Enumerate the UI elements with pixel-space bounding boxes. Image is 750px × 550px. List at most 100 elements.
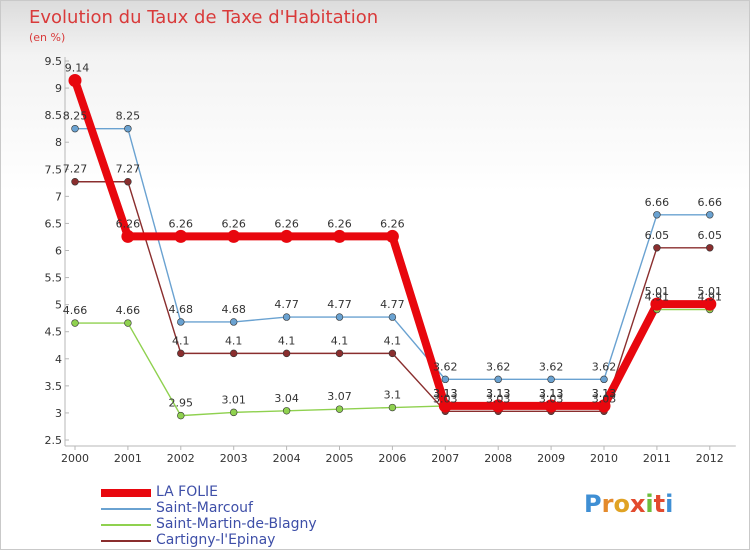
series-2-label-6: 3.1 — [384, 389, 402, 402]
series-1-point-3 — [230, 318, 238, 326]
series-0-point-1 — [121, 229, 135, 243]
series-0-label-11: 5.01 — [645, 285, 670, 298]
series-2-point-3 — [230, 408, 238, 417]
series-0-point-3 — [227, 229, 241, 243]
y-tick-label-3: 4 — [55, 353, 62, 366]
series-2-label-8: 3.13 — [486, 387, 511, 400]
series-0-label-6: 6.26 — [380, 217, 405, 230]
y-tick-label-8: 6.5 — [45, 217, 63, 230]
series-1-point-12 — [706, 211, 714, 219]
series-1-label-0: 8.25 — [63, 110, 88, 123]
series-3-label-1: 7.27 — [116, 163, 141, 176]
x-tick-label-8: 2008 — [484, 452, 512, 465]
series-1-point-0 — [71, 124, 79, 133]
brand-letter-2: o — [613, 490, 630, 518]
x-tick-label-12: 2012 — [696, 452, 724, 465]
series-2-label-3: 3.01 — [221, 393, 246, 406]
x-tick-label-10: 2010 — [590, 452, 618, 465]
y-tick-label-9: 7 — [55, 190, 62, 203]
legend-swatch-1 — [101, 508, 151, 510]
series-1-point-10 — [600, 375, 608, 384]
x-tick-label-4: 2004 — [273, 452, 301, 465]
series-3-point-1 — [124, 178, 132, 186]
legend-label-0: LA FOLIE — [156, 484, 218, 500]
series-0-label-12: 5.01 — [698, 285, 723, 298]
y-tick-label-1: 3 — [55, 407, 62, 420]
series-2-label-11: 4.91 — [645, 291, 670, 304]
series-0-point-7 — [438, 399, 452, 413]
series-0-label-4: 6.26 — [274, 217, 299, 230]
series-1-point-5 — [335, 313, 344, 321]
series-3-label-12: 6.05 — [698, 229, 723, 242]
series-2-point-1 — [124, 319, 132, 327]
series-3-point-0 — [71, 178, 79, 186]
series-0-label-3: 6.26 — [221, 217, 246, 230]
series-3-point-6 — [388, 349, 397, 358]
brand-letter-5: t — [653, 490, 666, 518]
series-3-label-4: 4.1 — [278, 334, 296, 347]
series-3-label-7: 3.03 — [433, 392, 458, 405]
series-0-point-12 — [703, 297, 717, 311]
series-3-label-0: 7.27 — [63, 163, 88, 176]
series-0-label-8: 3.13 — [486, 387, 511, 400]
series-2-point-4 — [282, 407, 291, 415]
series-3-label-2: 4.1 — [172, 334, 190, 347]
series-2-label-12: 4.91 — [698, 291, 723, 304]
x-tick-label-9: 2009 — [537, 452, 565, 465]
legend-swatch-3 — [101, 540, 151, 542]
series-1-point-7 — [441, 375, 449, 384]
series-1-label-1: 8.25 — [116, 110, 141, 123]
series-1-label-5: 4.77 — [327, 298, 352, 311]
y-tick-label-14: 9.5 — [45, 55, 63, 68]
series-1-label-12: 6.66 — [698, 196, 723, 209]
legend-label-2: Saint-Martin-de-Blagny — [156, 516, 317, 532]
series-0-label-1: 6.26 — [116, 217, 141, 230]
series-1-label-11: 6.66 — [645, 196, 670, 209]
series-1-point-2 — [177, 318, 185, 326]
series-1-point-1 — [124, 124, 132, 133]
series-1-point-4 — [282, 313, 291, 321]
series-1-point-11 — [653, 211, 661, 219]
x-tick-label-11: 2011 — [643, 452, 671, 465]
series-3-point-2 — [177, 349, 185, 358]
series-0-label-5: 6.26 — [327, 217, 352, 230]
y-tick-label-13: 9 — [55, 82, 62, 95]
series-0-point-6 — [385, 229, 399, 243]
series-0-point-11 — [650, 297, 664, 311]
series-2-label-10: 3.13 — [592, 387, 617, 400]
series-1-label-4: 4.77 — [274, 298, 299, 311]
series-1-point-9 — [547, 375, 555, 384]
series-2-point-0 — [71, 319, 79, 327]
series-3-label-8: 3.03 — [486, 392, 511, 405]
series-0-label-9: 3.13 — [539, 387, 564, 400]
series-2-label-0: 4.66 — [63, 304, 88, 317]
y-tick-label-0: 2.5 — [45, 434, 63, 447]
legend-label-3: Cartigny-l'Epinay — [156, 532, 276, 548]
x-tick-label-3: 2003 — [220, 452, 248, 465]
series-0-point-10 — [597, 399, 611, 413]
series-1-label-9: 3.62 — [539, 360, 564, 373]
series-0-point-5 — [333, 229, 346, 243]
series-2-label-2: 2.95 — [169, 397, 194, 410]
y-tick-label-4: 4.5 — [45, 326, 63, 339]
series-0-point-0 — [68, 73, 82, 87]
brand-letter-1: r — [601, 490, 614, 518]
series-1-label-10: 3.62 — [592, 360, 617, 373]
y-tick-label-12: 8.5 — [45, 109, 63, 122]
series-3-label-5: 4.1 — [331, 334, 349, 347]
series-0-label-7: 3.13 — [433, 387, 458, 400]
x-tick-label-1: 2001 — [114, 452, 142, 465]
y-tick-label-7: 6 — [55, 245, 62, 258]
chart-subtitle: (en %) — [29, 31, 66, 44]
series-3-point-5 — [335, 349, 344, 358]
y-tick-label-2: 3.5 — [45, 380, 63, 393]
x-tick-label-0: 2000 — [61, 452, 89, 465]
legend-swatch-0 — [101, 489, 151, 497]
series-2-label-5: 3.07 — [327, 390, 352, 403]
series-0-label-10: 3.13 — [592, 387, 617, 400]
series-3-point-11 — [653, 244, 661, 252]
series-3-point-3 — [230, 349, 238, 358]
x-tick-label-2: 2002 — [167, 452, 195, 465]
series-1-label-2: 4.68 — [169, 303, 194, 316]
